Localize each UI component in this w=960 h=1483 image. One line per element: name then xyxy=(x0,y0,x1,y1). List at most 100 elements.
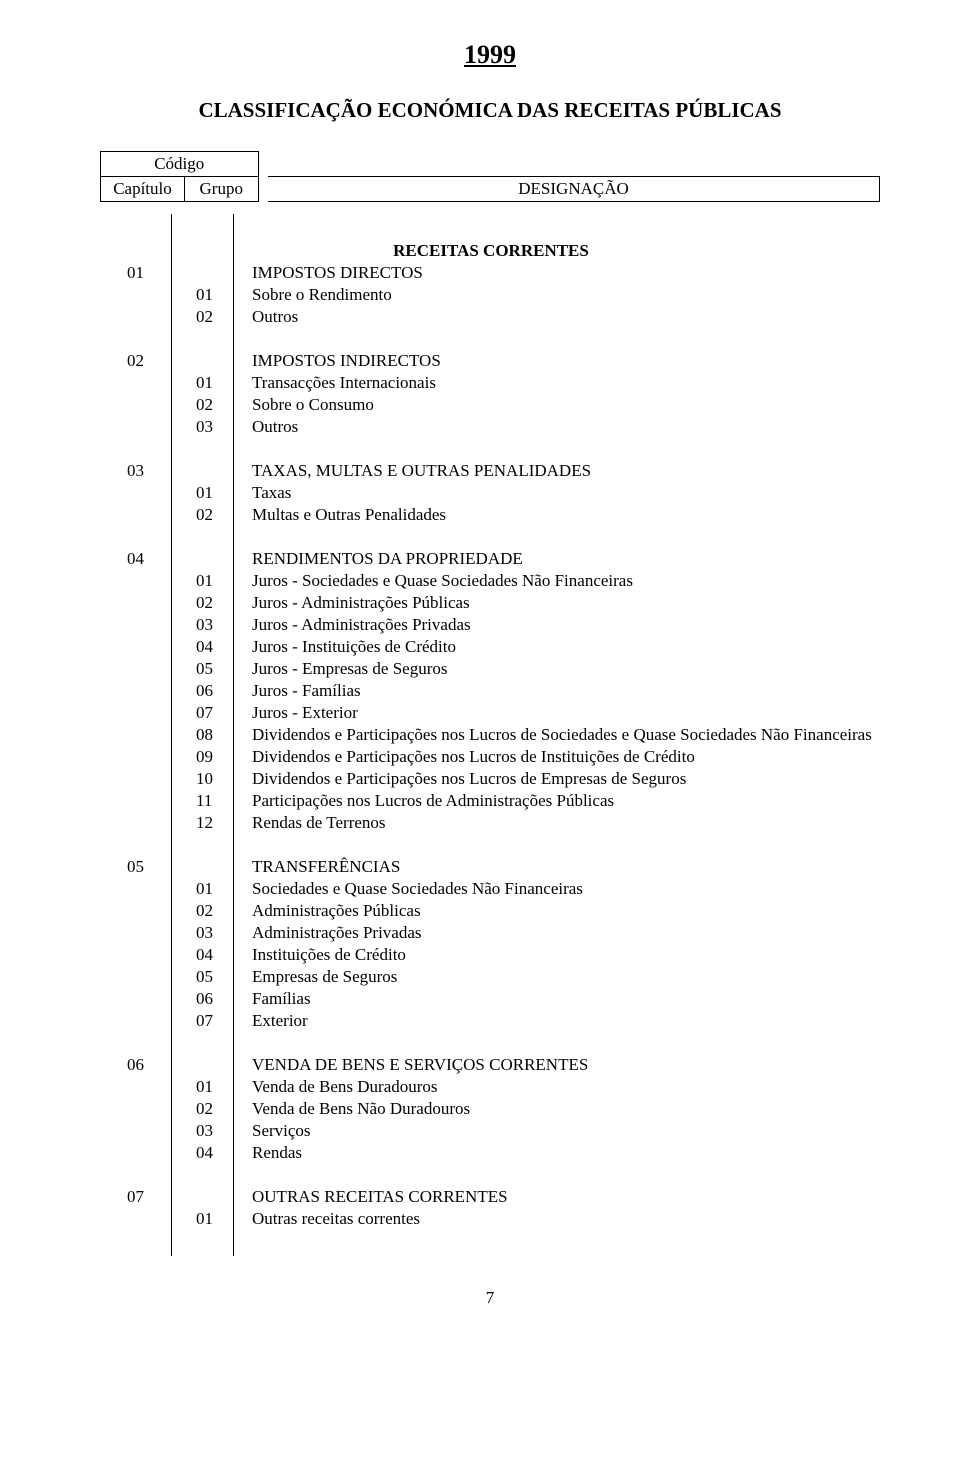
item-label: Participações nos Lucros de Administraçõ… xyxy=(252,790,880,812)
item-label: Sociedades e Quase Sociedades Não Financ… xyxy=(252,878,880,900)
item-label: Exterior xyxy=(252,1010,880,1032)
cap-code: 05 xyxy=(100,856,171,878)
item-label: Juros - Sociedades e Quase Sociedades Nã… xyxy=(252,570,880,592)
grupo-code: 11 xyxy=(172,790,233,812)
grupo-code xyxy=(172,262,233,284)
item-label: Outras receitas correntes xyxy=(252,1208,880,1230)
item-label: Outros xyxy=(252,416,880,438)
item-label: Empresas de Seguros xyxy=(252,966,880,988)
header-designacao: DESIGNAÇÃO xyxy=(268,177,879,202)
chapter-label: TRANSFERÊNCIAS xyxy=(252,856,880,878)
grupo-code: 04 xyxy=(172,944,233,966)
grupo-code: 01 xyxy=(172,372,233,394)
chapter-label: IMPOSTOS DIRECTOS xyxy=(252,262,880,284)
item-label: Dividendos e Participações nos Lucros de… xyxy=(252,724,880,746)
cap-code xyxy=(100,614,171,636)
chapter-label: VENDA DE BENS E SERVIÇOS CORRENTES xyxy=(252,1054,880,1076)
year-heading: 1999 xyxy=(100,40,880,70)
grupo-code: 03 xyxy=(172,416,233,438)
item-label: Dividendos e Participações nos Lucros de… xyxy=(252,746,880,768)
cap-code: 06 xyxy=(100,1054,171,1076)
cap-code: 04 xyxy=(100,548,171,570)
cap-code: 03 xyxy=(100,460,171,482)
cap-code: 02 xyxy=(100,350,171,372)
cap-code xyxy=(100,636,171,658)
item-label: Transacções Internacionais xyxy=(252,372,880,394)
grupo-code: 08 xyxy=(172,724,233,746)
grupo-code: 03 xyxy=(172,614,233,636)
grupo-code xyxy=(172,1186,233,1208)
chapter-label: TAXAS, MULTAS E OUTRAS PENALIDADES xyxy=(252,460,880,482)
cap-code xyxy=(100,746,171,768)
item-label: Juros - Administrações Públicas xyxy=(252,592,880,614)
item-label: Juros - Instituições de Crédito xyxy=(252,636,880,658)
grupo-code: 10 xyxy=(172,768,233,790)
item-label: Juros - Exterior xyxy=(252,702,880,724)
item-label: Sobre o Consumo xyxy=(252,394,880,416)
cap-code xyxy=(100,1076,171,1098)
cap-code xyxy=(100,944,171,966)
grupo-code: 09 xyxy=(172,746,233,768)
item-label: Juros - Famílias xyxy=(252,680,880,702)
column-designacao: RECEITAS CORRENTESIMPOSTOS DIRECTOSSobre… xyxy=(234,214,880,1256)
cap-code: 07 xyxy=(100,1186,171,1208)
grupo-code: 05 xyxy=(172,966,233,988)
grupo-code: 01 xyxy=(172,1208,233,1230)
item-label: Multas e Outras Penalidades xyxy=(252,504,880,526)
page-number: 7 xyxy=(100,1288,880,1308)
cap-code xyxy=(100,416,171,438)
item-label: Administrações Públicas xyxy=(252,900,880,922)
cap-code xyxy=(100,1142,171,1164)
grupo-code: 06 xyxy=(172,680,233,702)
cap-code xyxy=(100,790,171,812)
cap-code xyxy=(100,394,171,416)
grupo-code xyxy=(172,548,233,570)
item-label: Venda de Bens Duradouros xyxy=(252,1076,880,1098)
header-grupo: Grupo xyxy=(184,177,258,202)
chapter-label: RENDIMENTOS DA PROPRIEDADE xyxy=(252,548,880,570)
item-label: Venda de Bens Não Duradouros xyxy=(252,1098,880,1120)
grupo-code: 01 xyxy=(172,284,233,306)
grupo-code xyxy=(172,460,233,482)
item-label: Administrações Privadas xyxy=(252,922,880,944)
grupo-code: 01 xyxy=(172,1076,233,1098)
grupo-code: 02 xyxy=(172,592,233,614)
document-title: CLASSIFICAÇÃO ECONÓMICA DAS RECEITAS PÚB… xyxy=(100,98,880,123)
cap-code xyxy=(100,1098,171,1120)
item-label: Instituições de Crédito xyxy=(252,944,880,966)
grupo-code: 07 xyxy=(172,1010,233,1032)
chapter-label: OUTRAS RECEITAS CORRENTES xyxy=(252,1186,880,1208)
grupo-code xyxy=(172,240,233,262)
item-label: Juros - Administrações Privadas xyxy=(252,614,880,636)
cap-code xyxy=(100,988,171,1010)
cap-code xyxy=(100,1120,171,1142)
column-capitulo: 01020304050607 xyxy=(100,214,172,1256)
grupo-code xyxy=(172,1054,233,1076)
grupo-code: 01 xyxy=(172,878,233,900)
item-label: Juros - Empresas de Seguros xyxy=(252,658,880,680)
cap-code xyxy=(100,878,171,900)
item-label: Serviços xyxy=(252,1120,880,1142)
item-label: Outros xyxy=(252,306,880,328)
item-label: Dividendos e Participações nos Lucros de… xyxy=(252,768,880,790)
cap-code xyxy=(100,306,171,328)
chapter-label: IMPOSTOS INDIRECTOS xyxy=(252,350,880,372)
header-capitulo: Capítulo xyxy=(101,177,185,202)
cap-code xyxy=(100,284,171,306)
grupo-code: 02 xyxy=(172,394,233,416)
grupo-code: 07 xyxy=(172,702,233,724)
body-table: 01020304050607 0102010203010201020304050… xyxy=(100,214,880,1256)
header-table: Código Capítulo Grupo DESIGNAÇÃO xyxy=(100,151,880,202)
grupo-code: 02 xyxy=(172,1098,233,1120)
cap-code xyxy=(100,1010,171,1032)
item-label: Rendas de Terrenos xyxy=(252,812,880,834)
grupo-code: 03 xyxy=(172,1120,233,1142)
cap-code xyxy=(100,592,171,614)
grupo-code: 02 xyxy=(172,504,233,526)
cap-code xyxy=(100,658,171,680)
cap-code xyxy=(100,702,171,724)
grupo-code: 03 xyxy=(172,922,233,944)
grupo-code: 02 xyxy=(172,900,233,922)
grupo-code xyxy=(172,350,233,372)
cap-code xyxy=(100,966,171,988)
